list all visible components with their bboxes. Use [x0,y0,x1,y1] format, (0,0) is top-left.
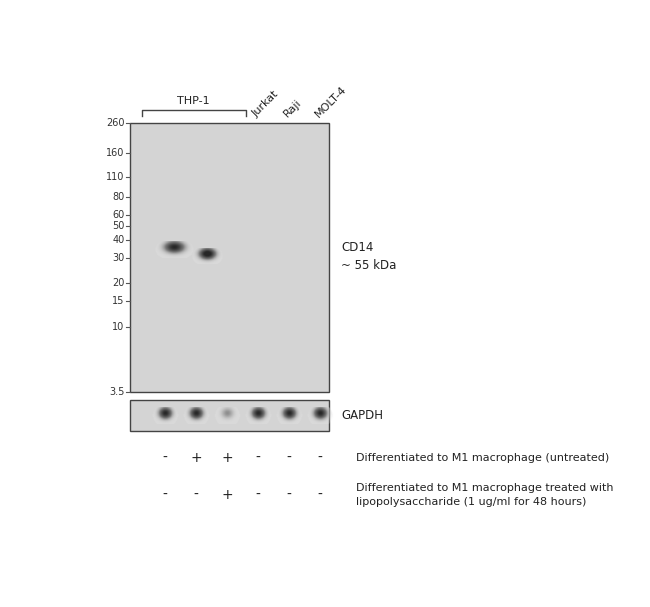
Text: -: - [255,488,261,502]
Text: +: + [221,451,233,465]
Text: -: - [162,451,168,465]
Text: GAPDH: GAPDH [341,409,383,422]
Text: -: - [317,451,322,465]
Text: Differentiated to M1 macrophage treated with
lipopolysaccharide (1 ug/ml for 48 : Differentiated to M1 macrophage treated … [356,483,614,507]
Text: MOLT-4: MOLT-4 [313,84,348,119]
Text: THP-1: THP-1 [177,96,210,106]
Text: Jurkat: Jurkat [251,89,281,119]
Text: CD14
~ 55 kDa: CD14 ~ 55 kDa [341,240,396,271]
Text: -: - [317,488,322,502]
Text: 20: 20 [112,279,125,288]
Bar [130,123,330,392]
Text: 40: 40 [112,235,125,245]
Text: -: - [194,488,198,502]
Text: -: - [287,451,291,465]
Text: 10: 10 [112,322,125,331]
Text: +: + [221,488,233,502]
Text: Raji: Raji [282,97,304,119]
Text: 30: 30 [112,253,125,263]
Text: 15: 15 [112,296,125,307]
Text: 50: 50 [112,221,125,231]
Bar [130,400,330,431]
Text: -: - [162,488,168,502]
Text: 260: 260 [106,118,125,128]
Text: 110: 110 [107,172,125,181]
Text: Differentiated to M1 macrophage (untreated): Differentiated to M1 macrophage (untreat… [356,453,610,463]
Text: -: - [287,488,291,502]
Text: 3.5: 3.5 [109,387,125,398]
Text: 80: 80 [112,192,125,202]
Text: 160: 160 [107,148,125,158]
Text: 60: 60 [112,209,125,220]
Text: -: - [255,451,261,465]
Text: +: + [190,451,202,465]
